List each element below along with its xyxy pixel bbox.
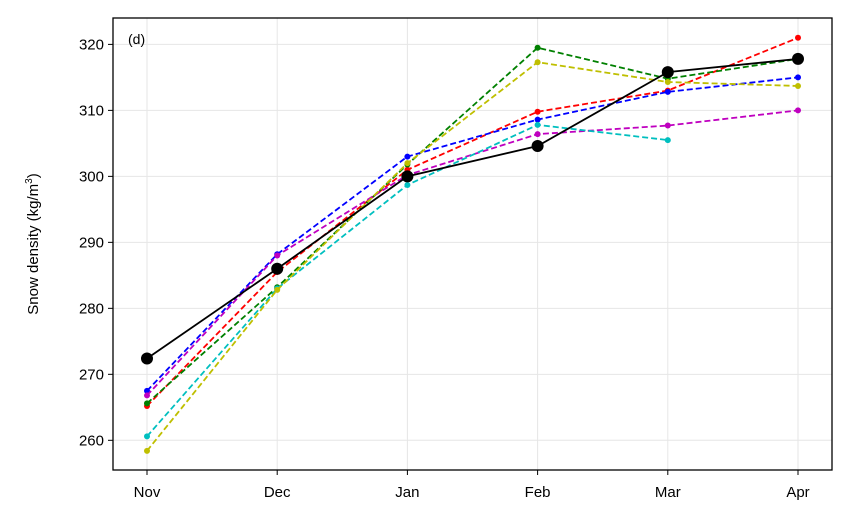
data-point-blue: [404, 153, 411, 160]
data-point-magenta: [534, 131, 541, 138]
x-tick-label: Jan: [395, 484, 419, 501]
data-point-yellow: [274, 286, 281, 293]
data-point-magenta: [144, 392, 150, 399]
plot-frame: [112, 17, 833, 471]
data-point-yellow: [795, 82, 801, 89]
y-axis-label: Snow density (kg/m3): [24, 173, 42, 314]
x-tick-label: Nov: [134, 484, 161, 501]
y-tick-label: 270: [79, 366, 104, 383]
axes: Nov Dec Jan Feb Mar Apr 260 270 280 290 300 310 320: [79, 36, 810, 501]
grid: [113, 18, 832, 470]
data-point-yellow: [144, 447, 150, 454]
y-tick-label: 260: [79, 432, 104, 449]
data-point-red: [534, 108, 541, 115]
data-point-cyan: [144, 433, 150, 440]
y-tick-label: 290: [79, 234, 104, 251]
data-point-yellow: [664, 79, 671, 86]
x-tick-label: Feb: [525, 484, 551, 501]
data-point-mean: [661, 66, 674, 79]
y-tick-label: 320: [79, 36, 104, 53]
data-point-blue: [144, 387, 150, 394]
series-group: [141, 34, 804, 454]
series-line-green: [146, 46, 799, 405]
y-tick-label: 300: [79, 168, 104, 185]
y-tick-label: 280: [79, 300, 104, 317]
y-tick-label: 310: [79, 102, 104, 119]
data-point-mean: [401, 170, 414, 183]
data-point-mean: [141, 352, 153, 365]
data-point-blue: [795, 74, 801, 81]
data-point-mean: [271, 262, 284, 275]
series-line-blue: [146, 76, 799, 392]
data-point-blue: [664, 88, 671, 95]
data-point-mean: [792, 52, 804, 65]
data-point-cyan: [664, 137, 671, 144]
data-point-green: [144, 400, 150, 407]
series-line-yellow: [146, 61, 799, 452]
data-point-yellow: [534, 59, 541, 66]
data-point-blue: [534, 116, 541, 123]
data-point-mean: [531, 140, 544, 153]
data-point-green: [534, 44, 541, 51]
series-line-mean: [146, 58, 799, 360]
series-line-red: [146, 36, 799, 407]
data-point-yellow: [404, 160, 411, 167]
x-tick-label: Mar: [655, 484, 681, 501]
x-tick-label: Apr: [786, 484, 809, 501]
data-point-cyan: [404, 181, 411, 188]
x-tick-label: Dec: [264, 484, 291, 501]
data-point-magenta: [795, 107, 801, 114]
series-line-magenta: [146, 109, 799, 397]
data-point-red: [795, 34, 801, 41]
data-point-magenta: [274, 252, 281, 259]
panel-label: (d): [128, 31, 145, 47]
data-point-magenta: [664, 122, 671, 129]
data-point-cyan: [534, 121, 541, 128]
